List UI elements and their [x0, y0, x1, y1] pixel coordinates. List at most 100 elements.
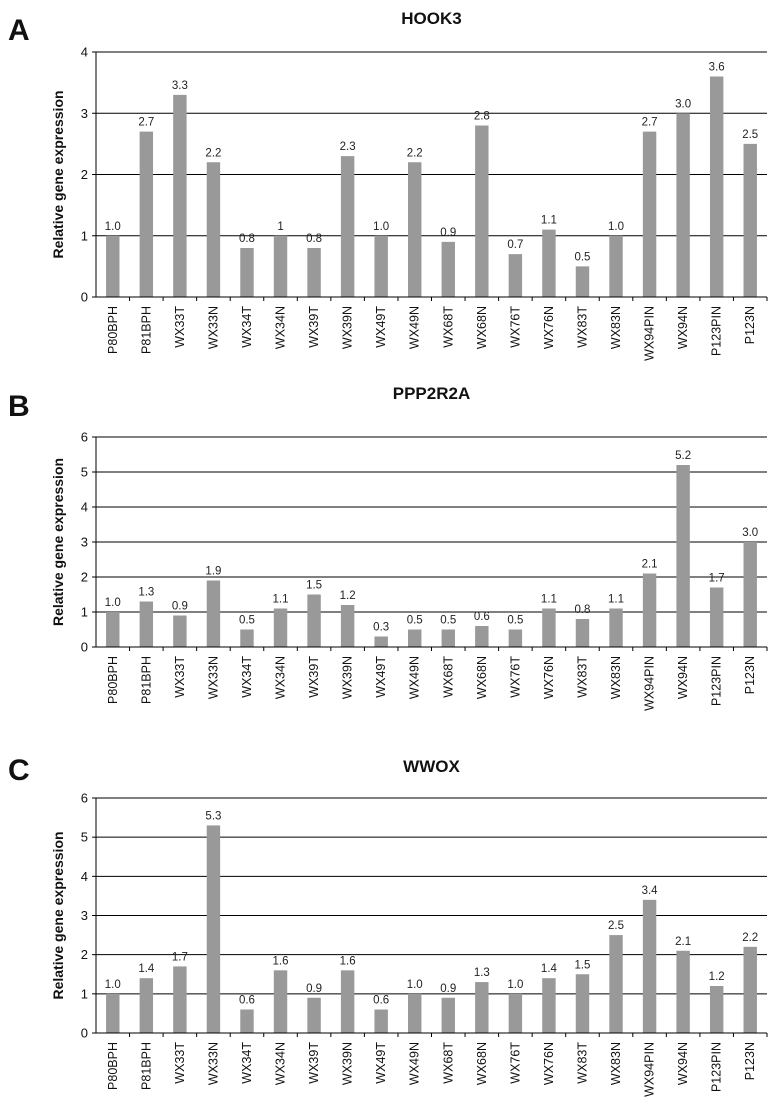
- data-label: 0.3: [373, 622, 389, 634]
- data-label: 1.1: [541, 215, 557, 227]
- y-tick-label: 2: [81, 167, 88, 182]
- bar: [173, 615, 187, 647]
- bar: [709, 76, 724, 297]
- x-tick-label: WX68N: [475, 306, 489, 349]
- y-tick-label: 5: [81, 465, 88, 480]
- y-axis-label: Relative gene expression: [50, 90, 66, 258]
- bar: [374, 636, 388, 647]
- x-tick-label: WX33T: [173, 306, 187, 348]
- x-tick-label: WX49N: [408, 306, 422, 349]
- x-tick-label: P80BPH: [106, 656, 120, 704]
- bar: [475, 982, 489, 1033]
- bar: [273, 235, 288, 297]
- data-label: 3.6: [709, 62, 725, 74]
- x-tick-label: WX83T: [575, 1042, 589, 1084]
- x-tick-label: WX94PIN: [643, 1042, 657, 1097]
- x-tick-label: P123N: [743, 306, 757, 344]
- bar: [106, 235, 120, 297]
- panel-letter: B: [8, 390, 30, 423]
- data-label: 2.2: [407, 147, 423, 159]
- data-label: 1.2: [340, 590, 356, 602]
- data-label: 3.3: [172, 80, 188, 92]
- bar: [575, 619, 590, 647]
- x-tick-label: P81BPH: [139, 306, 153, 354]
- data-label: 2.7: [642, 117, 658, 129]
- y-tick-label: 2: [81, 947, 88, 962]
- x-tick-label: WX49T: [374, 1042, 388, 1084]
- data-label: 5.2: [675, 450, 691, 462]
- bar: [374, 1009, 388, 1033]
- data-label: 0.8: [306, 233, 322, 245]
- bar: [475, 626, 489, 647]
- bar: [340, 605, 355, 647]
- x-tick-label: WX34N: [274, 1042, 288, 1085]
- data-label: 1.1: [608, 594, 624, 606]
- y-tick-label: 5: [81, 830, 88, 845]
- bar: [340, 156, 355, 297]
- data-label: 1.9: [205, 566, 221, 578]
- data-label: 2.1: [675, 936, 691, 948]
- data-label: 1.1: [273, 594, 289, 606]
- y-tick-label: 1: [81, 228, 88, 243]
- chart-panel-b: B PPP2R2A 0 1 2 3 4 5 6 Relative gene expression 1…: [8, 384, 768, 711]
- bar: [609, 935, 623, 1033]
- data-label: 2.2: [742, 932, 758, 944]
- y-tick-label: 3: [81, 106, 88, 121]
- x-tick-label: P123PIN: [710, 656, 724, 706]
- x-tick-label: P81BPH: [139, 1042, 153, 1090]
- data-label: 2.5: [608, 920, 624, 932]
- bar: [441, 629, 455, 647]
- data-label: 1.4: [541, 963, 558, 975]
- x-tick-label: WX76N: [542, 306, 556, 349]
- bar: [642, 131, 657, 297]
- y-tick-label: 4: [81, 45, 88, 60]
- bar: [307, 594, 321, 647]
- data-label: 1.6: [273, 955, 289, 967]
- bar: [676, 465, 690, 647]
- data-label: 0.6: [373, 995, 389, 1007]
- data-label: 1.5: [574, 959, 590, 971]
- data-label: 0.7: [507, 239, 523, 251]
- bar: [709, 986, 724, 1033]
- chart-title: WWOX: [403, 757, 460, 776]
- y-tick-label: 1: [81, 605, 88, 620]
- data-label: 1.0: [507, 979, 523, 991]
- x-tick-label: WX39T: [307, 1042, 321, 1084]
- data-label: 1.7: [709, 573, 725, 585]
- bar: [307, 997, 321, 1033]
- x-tick-label: P81BPH: [139, 656, 153, 704]
- bar: [106, 612, 120, 647]
- data-label: 1.0: [407, 979, 423, 991]
- data-label: 3.0: [742, 527, 758, 539]
- bar: [676, 113, 690, 297]
- data-label: 0.9: [306, 983, 322, 995]
- bar: [139, 978, 154, 1033]
- bar: [575, 266, 590, 297]
- bar: [240, 248, 254, 297]
- data-label: 2.1: [642, 559, 658, 571]
- x-tick-label: WX34N: [274, 306, 288, 349]
- bar: [408, 629, 422, 647]
- data-label: 1.6: [340, 955, 356, 967]
- bar: [307, 248, 321, 297]
- x-tick-label: WX83T: [575, 656, 589, 698]
- data-label: 0.6: [474, 611, 490, 623]
- data-label: 1.0: [608, 221, 624, 233]
- x-tick-label: WX76T: [508, 306, 522, 348]
- x-tick-label: WX94PIN: [643, 656, 657, 711]
- x-tick-label: WX33N: [206, 656, 220, 699]
- chart-title: HOOK3: [401, 9, 461, 28]
- x-tick-label: WX34N: [274, 656, 288, 699]
- x-tick-label: WX39N: [341, 656, 355, 699]
- x-tick-label: WX34T: [240, 656, 254, 698]
- x-tick-label: WX39T: [307, 656, 321, 698]
- x-tick-label: WX49T: [374, 656, 388, 698]
- panel-letter: A: [8, 14, 30, 47]
- data-label: 1.1: [541, 594, 557, 606]
- bar: [408, 162, 422, 297]
- chart-panel-a: A HOOK3 0 1 2 3 4 Relative gene expression 1.0 P8…: [8, 9, 768, 361]
- data-label: 0.9: [440, 983, 456, 995]
- data-label: 3.4: [642, 885, 659, 897]
- x-tick-label: WX33T: [173, 656, 187, 698]
